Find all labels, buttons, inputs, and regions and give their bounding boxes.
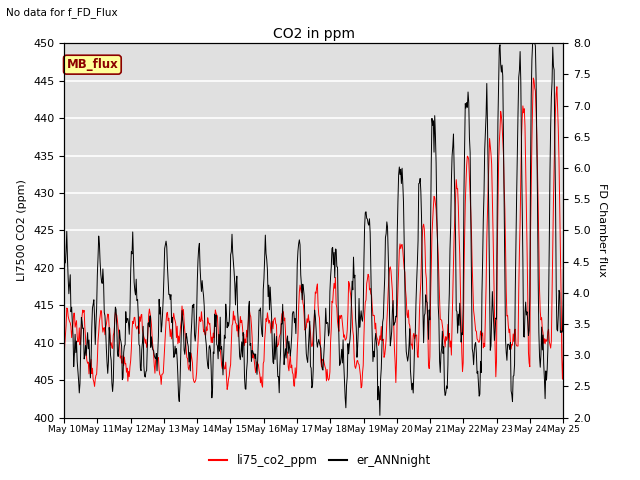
Text: No data for f_FD_Flux: No data for f_FD_Flux bbox=[6, 7, 118, 18]
li75_co2_ppm bbox=[415, 309, 423, 315]
li75_co2_ppm bbox=[248, 322, 255, 328]
Line: er_ANNnight: er_ANNnight bbox=[64, 43, 596, 415]
er_ANNnight bbox=[267, 298, 275, 304]
li75_co2_ppm bbox=[564, 71, 572, 77]
Legend: li75_co2_ppm, er_ANNnight: li75_co2_ppm, er_ANNnight bbox=[205, 449, 435, 472]
li75_co2_ppm bbox=[60, 361, 68, 367]
li75_co2_ppm bbox=[221, 366, 228, 372]
er_ANNnight bbox=[376, 412, 384, 418]
er_ANNnight bbox=[123, 320, 131, 325]
li75_co2_ppm bbox=[223, 386, 231, 392]
Text: MB_flux: MB_flux bbox=[67, 58, 118, 71]
li75_co2_ppm bbox=[386, 265, 394, 271]
li75_co2_ppm bbox=[123, 369, 131, 375]
li75_co2_ppm bbox=[268, 325, 275, 331]
er_ANNnight bbox=[386, 314, 394, 320]
er_ANNnight bbox=[415, 180, 423, 186]
li75_co2_ppm bbox=[593, 269, 600, 275]
er_ANNnight bbox=[60, 288, 68, 293]
Line: li75_co2_ppm: li75_co2_ppm bbox=[64, 74, 596, 389]
Y-axis label: FD Chamber flux: FD Chamber flux bbox=[597, 183, 607, 277]
Y-axis label: LI7500 CO2 (ppm): LI7500 CO2 (ppm) bbox=[17, 180, 28, 281]
Title: CO2 in ppm: CO2 in ppm bbox=[273, 27, 355, 41]
er_ANNnight bbox=[221, 332, 228, 338]
er_ANNnight bbox=[529, 40, 536, 46]
er_ANNnight bbox=[593, 227, 600, 232]
er_ANNnight bbox=[247, 340, 255, 346]
